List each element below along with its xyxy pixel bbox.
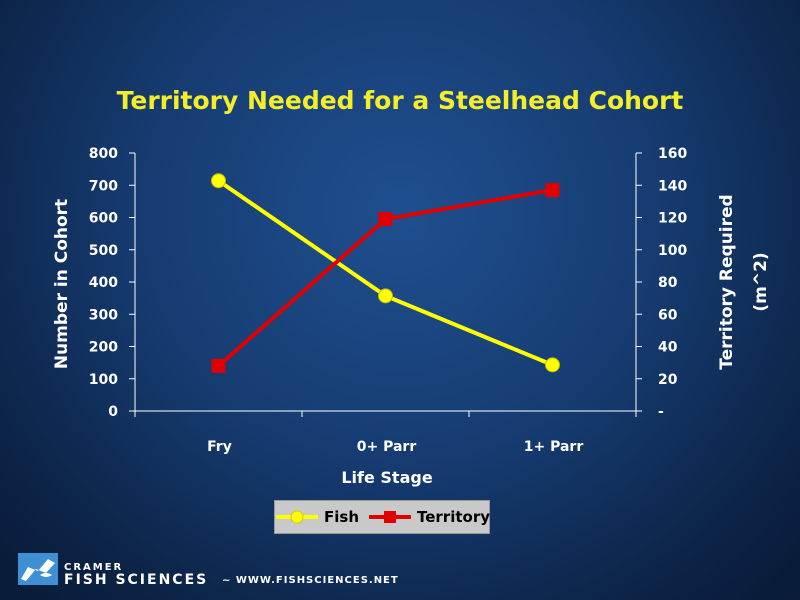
- x-axis-title: Life Stage: [341, 468, 432, 487]
- data-point-fish: [211, 173, 226, 189]
- y-axis-title: Number in Cohort: [52, 199, 72, 369]
- footer-url: ~ WWW.FISHSCIENCES.NET: [222, 575, 399, 586]
- right-tick-label: 120: [658, 211, 687, 227]
- right-tick-label: 160: [658, 146, 687, 162]
- data-point-territory: [378, 212, 393, 227]
- right-tick-label: 80: [658, 275, 678, 291]
- legend-item-fish: Fish: [274, 508, 359, 526]
- right-tick-label: 100: [658, 243, 687, 259]
- data-point-fish: [545, 357, 560, 373]
- left-tick-label: 200: [89, 340, 118, 356]
- y2-axis-title-line2: (m^2): [751, 252, 771, 311]
- chart-legend: Fish Territory: [274, 500, 490, 534]
- left-tick-label: 800: [89, 146, 118, 162]
- fish-logo-icon: [18, 553, 58, 585]
- left-tick-label: 600: [89, 211, 118, 227]
- x-tick-label: Fry: [207, 439, 232, 455]
- data-point-territory: [545, 183, 560, 198]
- footer-company-top: CRAMER: [64, 562, 124, 573]
- right-tick-label: 20: [658, 372, 678, 388]
- right-tick-label: 140: [658, 178, 687, 194]
- legend-swatch-fish: [276, 510, 318, 524]
- legend-item-territory: Territory: [367, 508, 490, 526]
- left-tick-label: 100: [89, 372, 118, 388]
- series-line-fish: [217, 179, 554, 367]
- legend-swatch-territory: [369, 511, 411, 523]
- right-tick-label: 40: [658, 340, 678, 356]
- left-tick-label: 300: [89, 307, 118, 323]
- right-tick-label: 60: [658, 307, 678, 323]
- legend-label-fish: Fish: [324, 508, 359, 526]
- left-tick-label: 500: [89, 243, 118, 259]
- right-tick-label: -: [658, 404, 664, 420]
- legend-label-territory: Territory: [417, 508, 491, 526]
- left-tick-label: 400: [89, 275, 118, 291]
- x-tick-label: 1+ Parr: [524, 439, 584, 455]
- left-tick-label: 0: [108, 404, 118, 420]
- chart-title: Territory Needed for a Steelhead Cohort: [116, 86, 684, 115]
- y2-axis-title-line1: Territory Required: [717, 194, 737, 369]
- data-point-territory: [211, 358, 226, 373]
- x-tick-label: 0+ Parr: [357, 439, 417, 455]
- left-tick-label: 700: [89, 178, 118, 194]
- footer-company-name: FISH SCIENCES: [64, 572, 209, 588]
- data-point-fish: [378, 288, 393, 304]
